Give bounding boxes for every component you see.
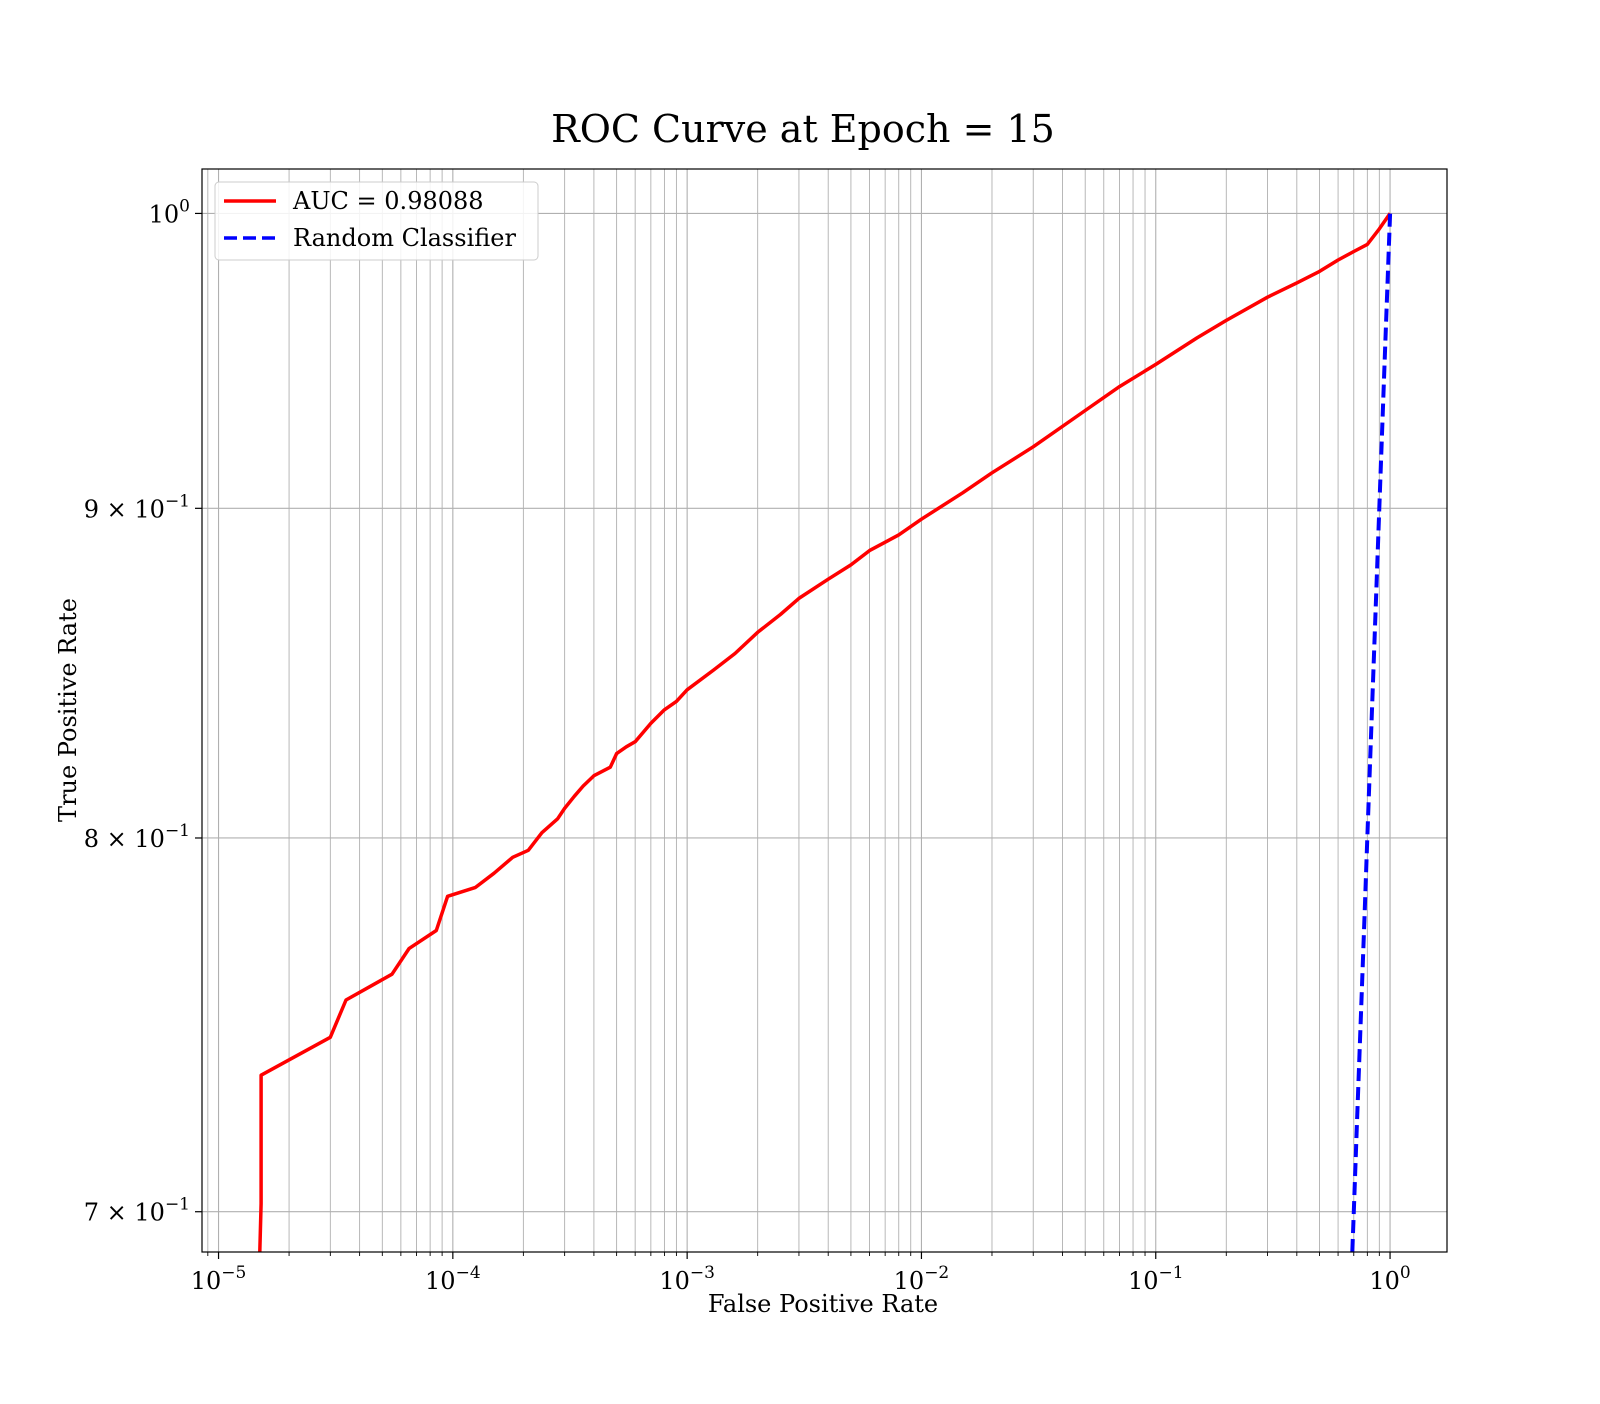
grid-layer bbox=[202, 169, 1447, 1252]
legend-label-1: AUC = 0.98088 bbox=[292, 187, 484, 215]
x-tick-label-exponent: −3 bbox=[690, 1263, 715, 1283]
y-tick-label: 7 × 10−1 bbox=[84, 1195, 190, 1227]
y-tick-label-base: 9 × 10 bbox=[84, 495, 165, 523]
x-tick-label: 10−4 bbox=[425, 1263, 481, 1295]
x-tick-label-base: 10 bbox=[659, 1267, 690, 1295]
series-line-2 bbox=[1350, 213, 1393, 1253]
x-tick-label-exponent: −5 bbox=[221, 1263, 246, 1283]
legend-box bbox=[214, 181, 539, 261]
y-tick-label: 100 bbox=[149, 196, 190, 228]
y-tick-label-exponent: −1 bbox=[165, 1195, 190, 1215]
y-tick-label-base: 8 × 10 bbox=[84, 825, 165, 853]
y-tick-label-exponent: 0 bbox=[179, 196, 190, 216]
y-tick-label: 9 × 10−1 bbox=[84, 491, 190, 523]
y-tick-label: 8 × 10−1 bbox=[84, 821, 190, 853]
x-tick-label: 10−3 bbox=[659, 1263, 715, 1295]
x-tick-label-exponent: 0 bbox=[1400, 1263, 1411, 1283]
y-tick-label-base: 7 × 10 bbox=[84, 1199, 165, 1227]
y-axis-label: True Positive Rate bbox=[54, 598, 82, 822]
plot-frame bbox=[201, 168, 1448, 1253]
y-tick-label-exponent: −1 bbox=[165, 821, 190, 841]
x-tick-label-exponent: −1 bbox=[1158, 1263, 1183, 1283]
chart-title: ROC Curve at Epoch = 15 bbox=[551, 107, 1055, 151]
x-tick-label: 10−2 bbox=[894, 1263, 950, 1295]
x-tick-label-base: 10 bbox=[191, 1267, 222, 1295]
x-tick-label-base: 10 bbox=[894, 1267, 925, 1295]
x-tick-label-exponent: −4 bbox=[456, 1263, 481, 1283]
y-tick-label-base: 10 bbox=[149, 200, 180, 228]
x-tick-label: 10−5 bbox=[191, 1263, 247, 1295]
x-tick-label: 100 bbox=[1369, 1263, 1410, 1295]
series-line-1 bbox=[258, 212, 1392, 1253]
x-tick-label-base: 10 bbox=[1369, 1267, 1400, 1295]
series-layer bbox=[258, 212, 1393, 1253]
y-tick-label-exponent: −1 bbox=[165, 491, 190, 511]
legend-label-2: Random Classifier bbox=[293, 224, 516, 252]
x-tick-label: 10−1 bbox=[1128, 1263, 1184, 1295]
x-tick-label-exponent: −2 bbox=[924, 1263, 949, 1283]
legend: AUC = 0.98088 Random Classifier bbox=[214, 181, 539, 261]
x-tick-label-base: 10 bbox=[425, 1267, 456, 1295]
x-tick-label-base: 10 bbox=[1128, 1267, 1159, 1295]
x-axis-label: False Positive Rate bbox=[708, 1290, 938, 1318]
